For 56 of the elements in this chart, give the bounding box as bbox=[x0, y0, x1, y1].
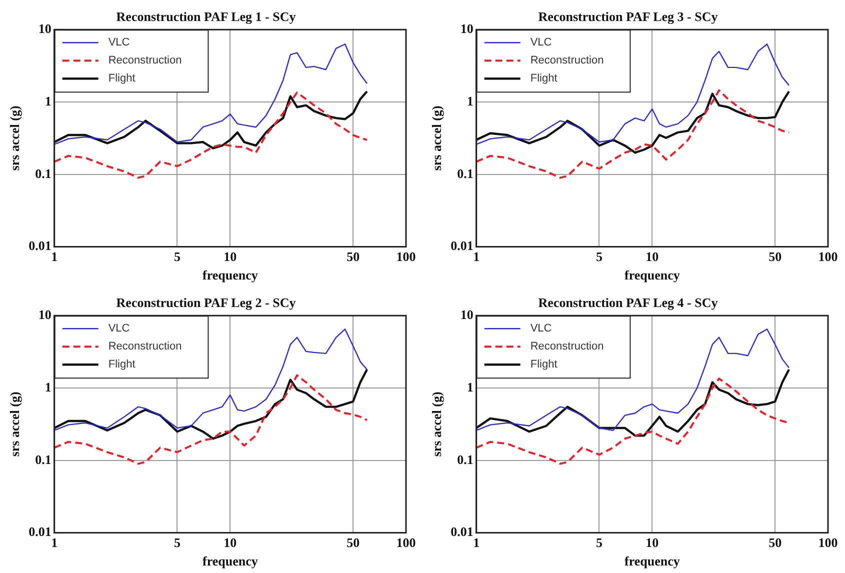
x-tick-label: 5 bbox=[174, 534, 181, 550]
legend-label: VLC bbox=[530, 36, 552, 49]
y-tick-label: 1 bbox=[44, 379, 52, 394]
y-tick-label: 0.1 bbox=[457, 166, 474, 181]
x-tick-label: 10 bbox=[646, 248, 659, 264]
y-tick-label: 1 bbox=[466, 379, 474, 394]
y-tick-label: 0.1 bbox=[35, 452, 52, 467]
legend-label: Reconstruction bbox=[530, 340, 604, 353]
legend-label: Reconstruction bbox=[108, 54, 182, 67]
y-tick-label: 10 bbox=[38, 306, 52, 322]
x-tick-label: 10 bbox=[224, 534, 237, 550]
y-axis-title: srs accel (g) bbox=[7, 106, 22, 171]
legend-label: Flight bbox=[530, 72, 558, 85]
y-tick-label: 0.1 bbox=[35, 166, 52, 181]
x-tick-label: 50 bbox=[346, 534, 360, 550]
x-tick-label: 100 bbox=[396, 248, 416, 264]
y-tick-label: 10 bbox=[38, 20, 52, 36]
legend-label: VLC bbox=[108, 322, 130, 335]
chart-title: Reconstruction PAF Leg 4 - SCy bbox=[538, 295, 718, 310]
x-tick-label: 100 bbox=[818, 534, 838, 550]
x-tick-label: 50 bbox=[768, 248, 782, 264]
x-tick-label: 50 bbox=[768, 534, 782, 550]
x-tick-label: 10 bbox=[646, 534, 659, 550]
x-tick-label: 5 bbox=[596, 248, 603, 264]
y-tick-label: 1 bbox=[44, 93, 52, 108]
y-axis-title: srs accel (g) bbox=[429, 392, 444, 457]
chart-title: Reconstruction PAF Leg 1 - SCy bbox=[116, 9, 296, 24]
legend-label: Flight bbox=[108, 72, 136, 85]
y-tick-label: 0.01 bbox=[450, 524, 474, 540]
x-axis-title: frequency bbox=[202, 554, 258, 569]
legend-label: Flight bbox=[530, 358, 558, 371]
chart-title: Reconstruction PAF Leg 2 - SCy bbox=[116, 295, 296, 310]
x-axis-title: frequency bbox=[624, 268, 680, 283]
legend-label: Reconstruction bbox=[108, 340, 182, 353]
legend-label: VLC bbox=[108, 36, 130, 49]
y-axis-title: srs accel (g) bbox=[7, 392, 22, 457]
x-axis-title: frequency bbox=[624, 554, 680, 569]
x-tick-label: 100 bbox=[818, 248, 838, 264]
chart-title: Reconstruction PAF Leg 3 - SCy bbox=[538, 9, 718, 24]
y-tick-label: 10 bbox=[460, 306, 474, 322]
x-tick-label: 100 bbox=[396, 534, 416, 550]
x-tick-label: 50 bbox=[346, 248, 360, 264]
y-tick-label: 0.01 bbox=[28, 238, 52, 254]
x-tick-label: 10 bbox=[224, 248, 237, 264]
x-tick-label: 5 bbox=[174, 248, 181, 264]
x-axis-title: frequency bbox=[202, 268, 258, 283]
y-tick-label: 0.01 bbox=[450, 238, 474, 254]
y-tick-label: 1 bbox=[466, 93, 474, 108]
y-tick-label: 10 bbox=[460, 20, 474, 36]
y-axis-title: srs accel (g) bbox=[429, 106, 444, 171]
y-tick-label: 0.1 bbox=[457, 452, 474, 467]
legend-label: Flight bbox=[108, 358, 136, 371]
y-tick-label: 0.01 bbox=[28, 524, 52, 540]
legend-label: VLC bbox=[530, 322, 552, 335]
legend-label: Reconstruction bbox=[530, 54, 604, 67]
x-tick-label: 5 bbox=[596, 534, 603, 550]
